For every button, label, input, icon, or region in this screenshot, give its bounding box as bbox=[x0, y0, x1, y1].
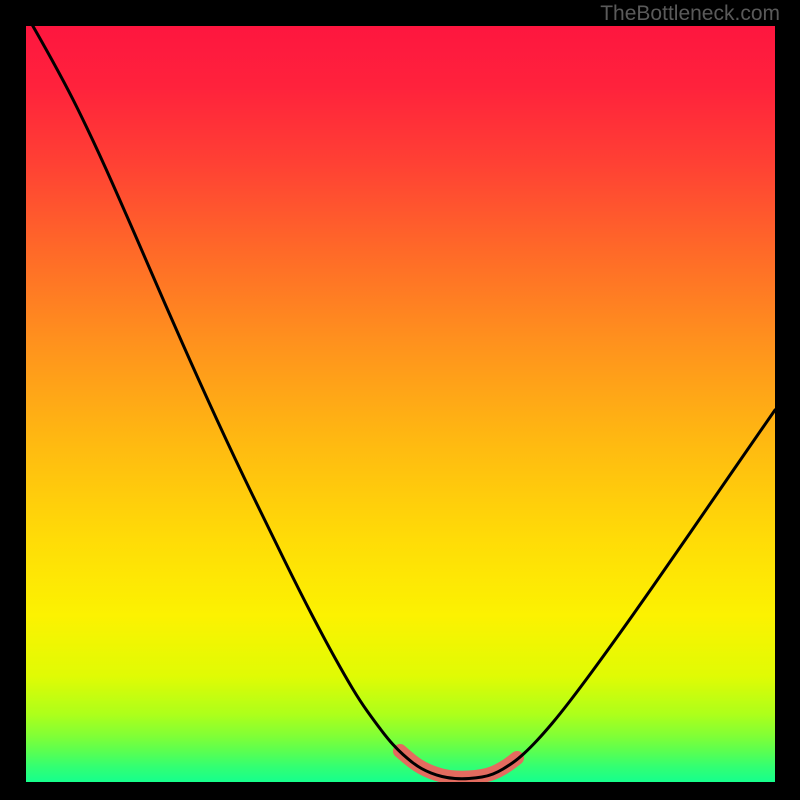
chart-svg bbox=[0, 0, 800, 800]
watermark-text: TheBottleneck.com bbox=[600, 2, 780, 26]
gradient-background bbox=[26, 26, 775, 782]
